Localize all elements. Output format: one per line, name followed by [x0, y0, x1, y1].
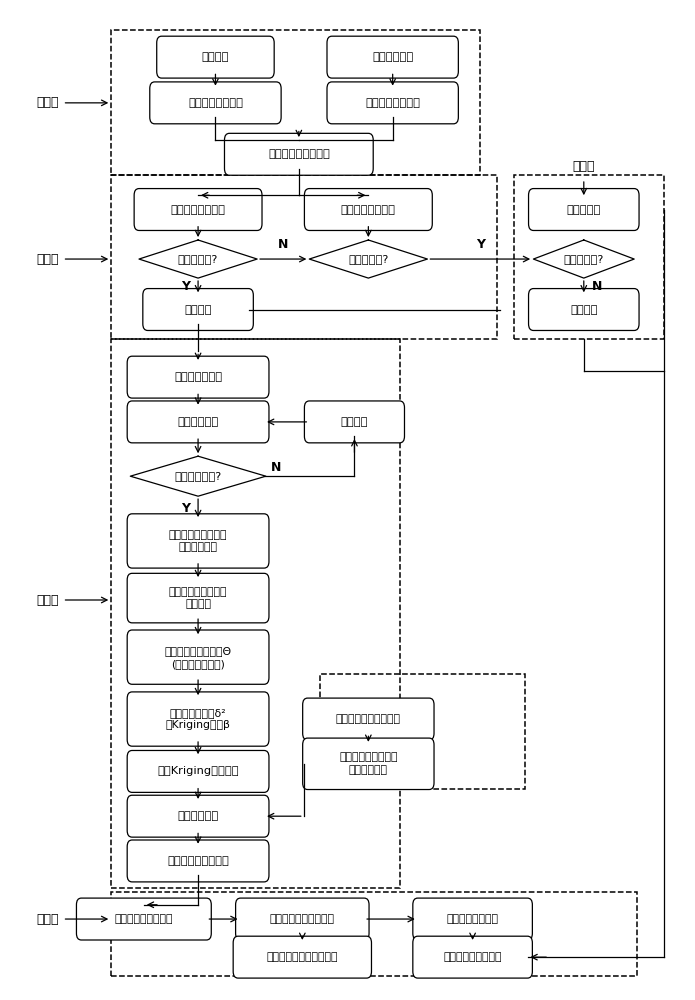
Text: 求解方差估计值δ²
与Kriging系数β: 求解方差估计值δ² 与Kriging系数β: [165, 708, 231, 730]
Text: 建立全局稳健性参数
优化目标函数: 建立全局稳健性参数 优化目标函数: [339, 752, 398, 775]
Text: 步骤五: 步骤五: [36, 913, 58, 926]
FancyBboxPatch shape: [127, 840, 269, 882]
FancyBboxPatch shape: [127, 573, 269, 623]
Text: Y: Y: [181, 502, 190, 515]
Text: 以补偿输出偏差为目标: 以补偿输出偏差为目标: [270, 914, 335, 924]
Bar: [111, 339, 400, 888]
FancyBboxPatch shape: [127, 795, 269, 837]
FancyBboxPatch shape: [529, 289, 639, 330]
Text: 步骤三: 步骤三: [573, 160, 595, 173]
FancyBboxPatch shape: [134, 189, 262, 230]
FancyBboxPatch shape: [304, 401, 404, 443]
FancyBboxPatch shape: [304, 189, 432, 230]
Text: 交互性分析: 交互性分析: [566, 205, 601, 215]
FancyBboxPatch shape: [76, 898, 211, 940]
Text: 采样符合实际?: 采样符合实际?: [174, 471, 222, 481]
Text: 数据转换: 数据转换: [341, 417, 368, 427]
Text: 选取合适的变异函数
进行计算: 选取合适的变异函数 进行计算: [169, 587, 227, 609]
Text: 建立Kriging近似模型: 建立Kriging近似模型: [157, 766, 239, 776]
Text: 以抑制质量波动为目标: 以抑制质量波动为目标: [336, 714, 401, 724]
Text: 制定可控因素内表: 制定可控因素内表: [188, 98, 243, 108]
FancyBboxPatch shape: [327, 36, 459, 78]
FancyBboxPatch shape: [529, 189, 639, 230]
FancyBboxPatch shape: [127, 356, 269, 398]
Text: 灵敏度显著?: 灵敏度显著?: [348, 254, 389, 264]
Text: N: N: [278, 238, 288, 251]
Text: 数据分析处理: 数据分析处理: [177, 417, 219, 427]
Text: 求解各向异性参数值Θ
(极大似然估计法): 求解各向异性参数值Θ (极大似然估计法): [165, 646, 231, 669]
Text: 步骤一: 步骤一: [36, 96, 58, 109]
Text: 内外表正交试验设计: 内外表正交试验设计: [268, 149, 330, 159]
Text: 灵敏度显著性分析: 灵敏度显著性分析: [341, 205, 396, 215]
Polygon shape: [130, 456, 265, 496]
Text: Y: Y: [476, 238, 484, 251]
FancyBboxPatch shape: [157, 36, 274, 78]
FancyBboxPatch shape: [413, 936, 532, 978]
Polygon shape: [139, 240, 257, 278]
Text: 全局寻优算法: 全局寻优算法: [177, 811, 219, 821]
Bar: [111, 175, 497, 339]
FancyBboxPatch shape: [224, 133, 373, 175]
Bar: [111, 30, 480, 175]
FancyBboxPatch shape: [413, 898, 532, 940]
Text: Y: Y: [181, 280, 190, 293]
Text: 步骤二: 步骤二: [36, 253, 58, 266]
Text: 信噪比显著?: 信噪比显著?: [178, 254, 218, 264]
Bar: [320, 674, 525, 789]
Text: 建立偏移量补偿目标函数: 建立偏移量补偿目标函数: [267, 952, 338, 962]
FancyBboxPatch shape: [150, 82, 281, 124]
FancyBboxPatch shape: [303, 738, 434, 790]
Bar: [111, 892, 637, 976]
Text: 不确定性因素: 不确定性因素: [372, 52, 414, 62]
Text: 导入采样点数据: 导入采样点数据: [174, 372, 222, 382]
FancyBboxPatch shape: [127, 630, 269, 684]
FancyBboxPatch shape: [127, 401, 269, 443]
Text: 调整因素: 调整因素: [570, 305, 598, 315]
Text: N: N: [592, 280, 603, 293]
Text: 计算样点间的距离矩
阵与属性方差: 计算样点间的距离矩 阵与属性方差: [169, 530, 227, 552]
Text: 计算输出特性偏移量: 计算输出特性偏移量: [115, 914, 173, 924]
FancyBboxPatch shape: [127, 692, 269, 746]
FancyBboxPatch shape: [234, 936, 371, 978]
Text: 交互性显著?: 交互性显著?: [564, 254, 604, 264]
Text: 制定误差因素外表: 制定误差因素外表: [365, 98, 420, 108]
Text: 信噪比显著性分析: 信噪比显著性分析: [170, 205, 226, 215]
FancyBboxPatch shape: [142, 289, 253, 330]
Polygon shape: [534, 240, 634, 278]
Polygon shape: [309, 240, 427, 278]
Text: 输入参数: 输入参数: [202, 52, 229, 62]
FancyBboxPatch shape: [327, 82, 459, 124]
FancyBboxPatch shape: [127, 514, 269, 568]
Text: 稳定因素: 稳定因素: [184, 305, 212, 315]
Bar: [514, 175, 664, 339]
Text: N: N: [271, 461, 281, 474]
Text: 建立线性回归模型: 建立线性回归模型: [447, 914, 498, 924]
FancyBboxPatch shape: [236, 898, 369, 940]
Text: 确定调整因素最优解: 确定调整因素最优解: [443, 952, 502, 962]
Text: 步骤四: 步骤四: [36, 594, 58, 606]
FancyBboxPatch shape: [303, 698, 434, 740]
FancyBboxPatch shape: [127, 750, 269, 792]
Text: 确定稳定因素最优解: 确定稳定因素最优解: [167, 856, 229, 866]
